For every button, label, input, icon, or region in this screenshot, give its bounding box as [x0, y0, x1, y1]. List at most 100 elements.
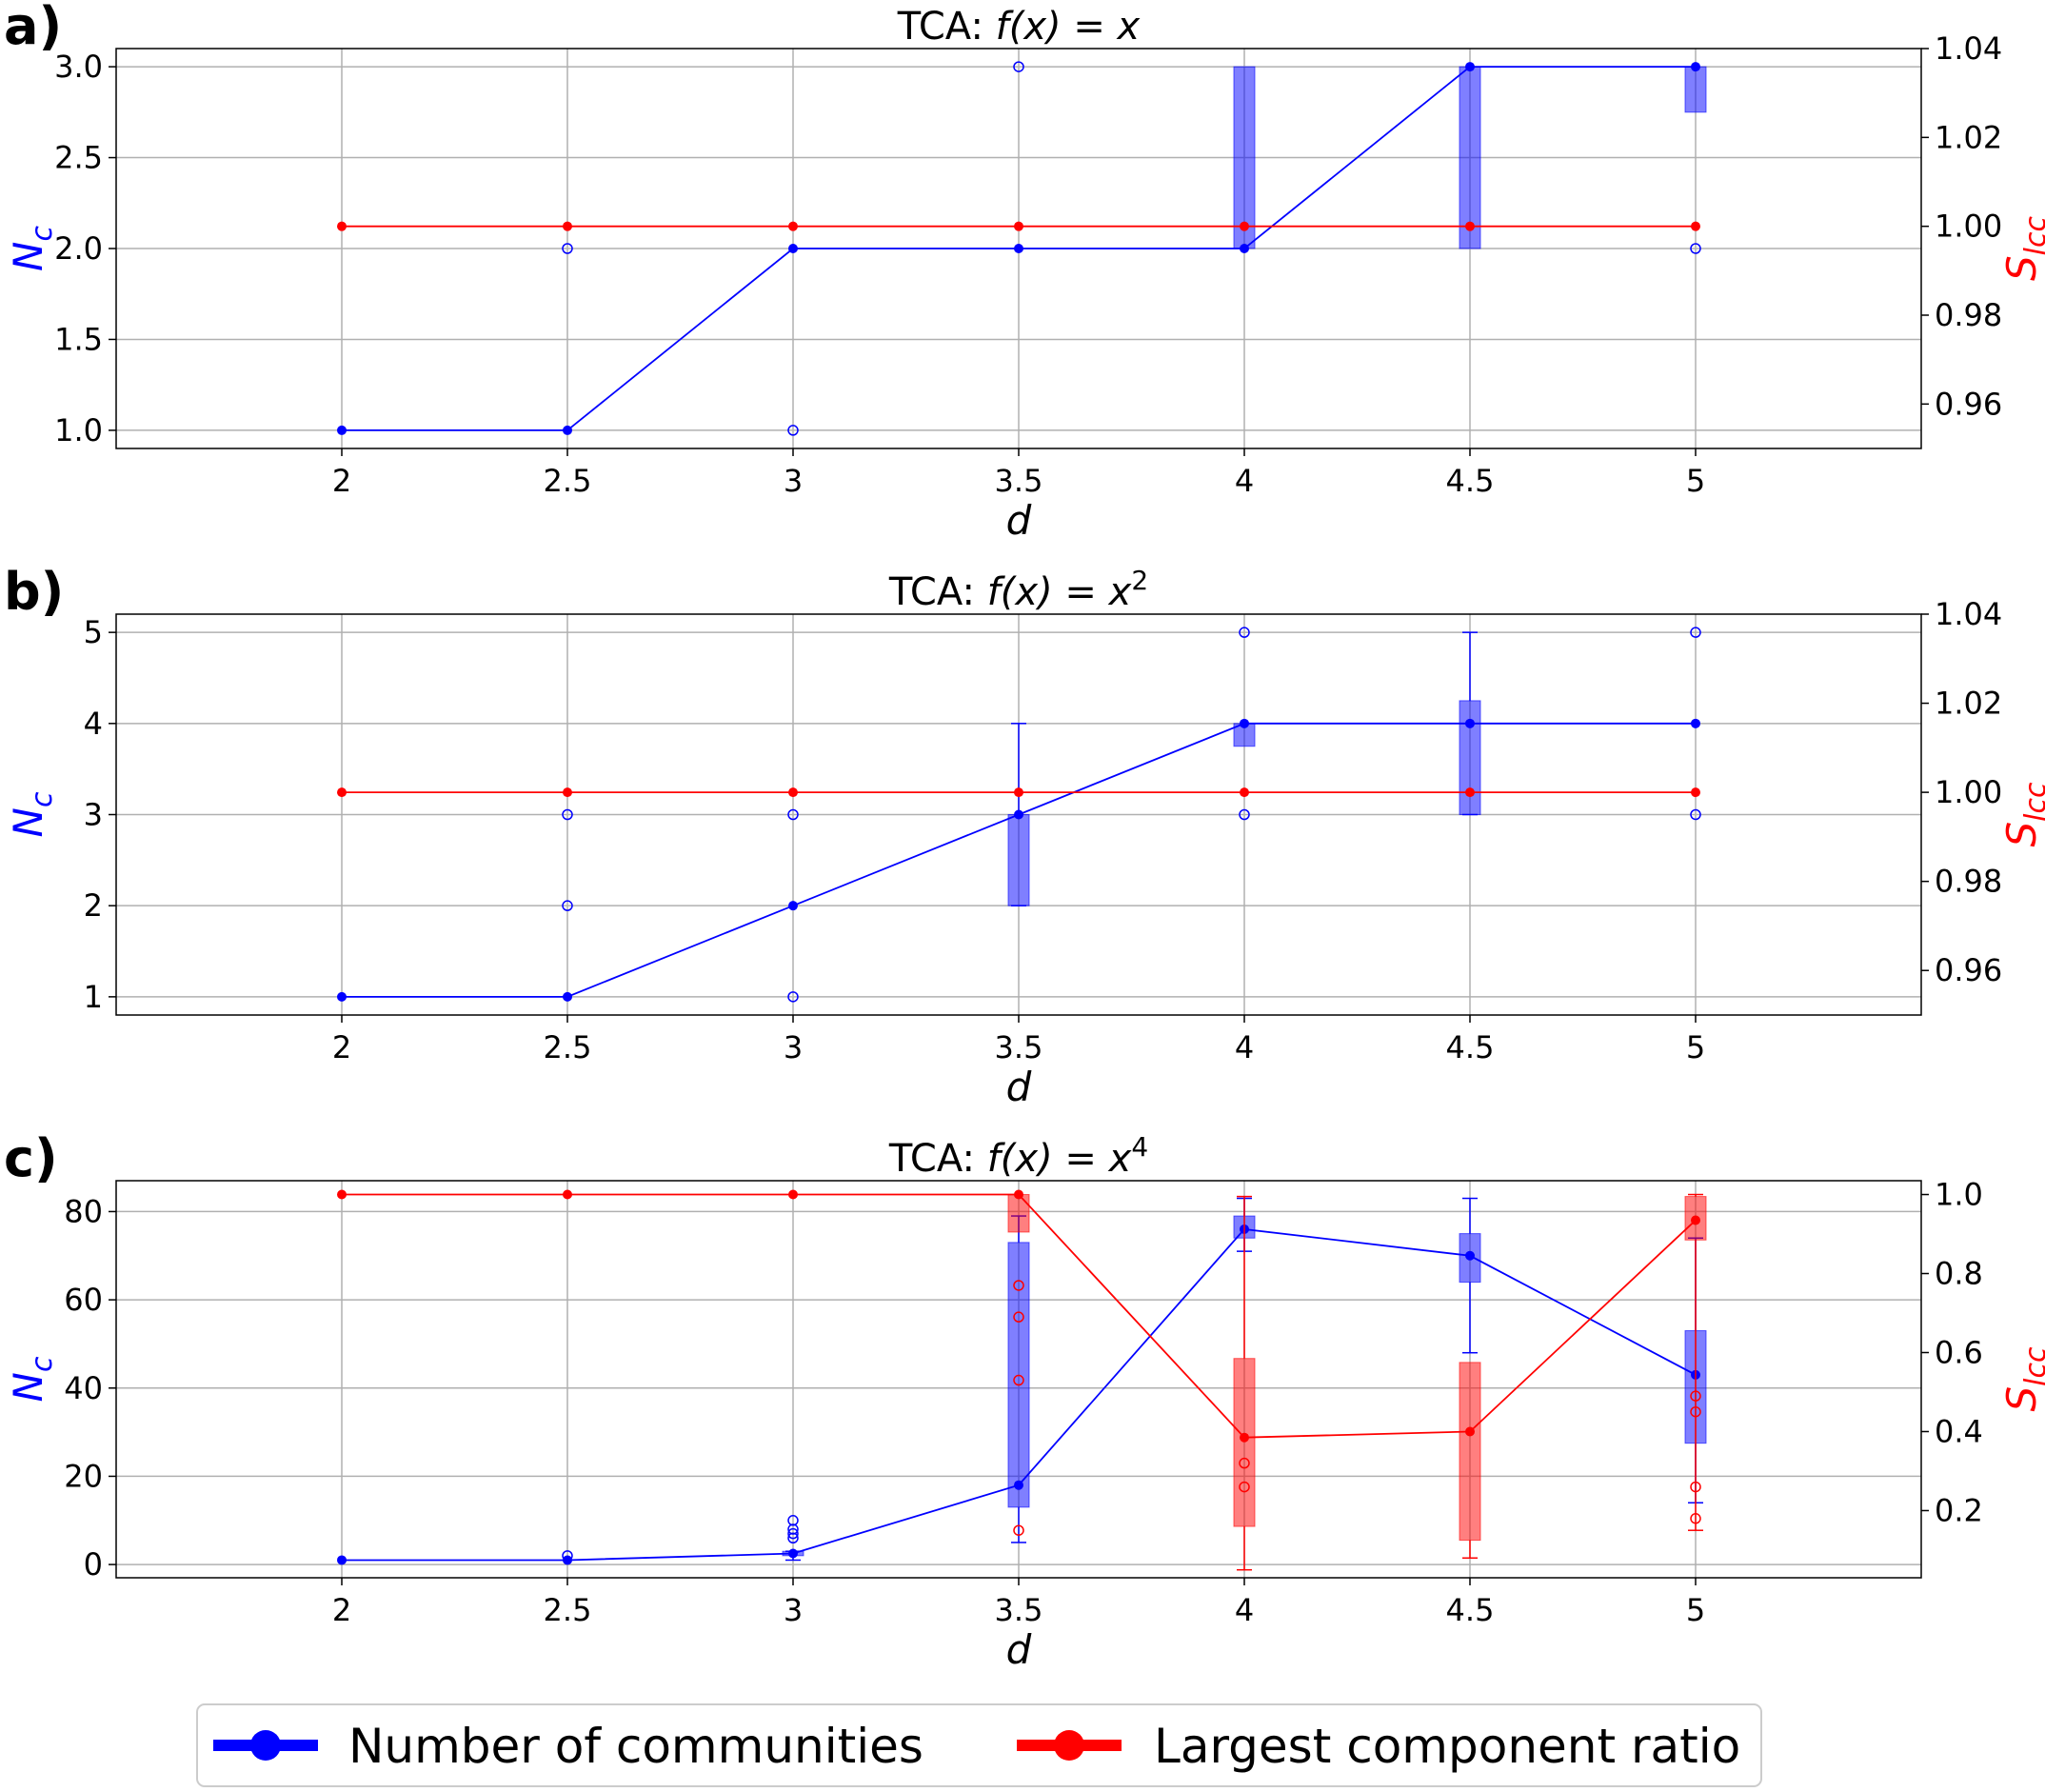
data-point — [1465, 1426, 1475, 1437]
data-point — [1465, 62, 1475, 72]
y2-tick-label: 0.98 — [1935, 297, 2002, 333]
y2-tick-label: 0.96 — [1935, 952, 2002, 988]
y-axis-label: Nc — [5, 791, 59, 837]
data-point — [1240, 787, 1249, 798]
data-point — [1691, 1215, 1700, 1225]
plot-frame — [115, 1180, 1922, 1579]
x-tick-label: 5 — [1686, 463, 1705, 499]
plot-frame — [115, 613, 1922, 1016]
data-point — [1014, 221, 1023, 231]
y2-tick-label: 0.2 — [1935, 1492, 1983, 1528]
x-axis-label: d — [1006, 1626, 1032, 1673]
x-tick-label: 2 — [332, 1029, 351, 1065]
x-tick-label: 2.5 — [544, 1029, 592, 1065]
y2-axis-label: Slcc — [1998, 782, 2045, 847]
chart-title: TCA: f(x) = x — [897, 5, 1141, 49]
box — [1684, 66, 1707, 113]
y2-axis-label: Slcc — [1998, 1346, 2045, 1412]
data-point — [337, 425, 347, 435]
data-point — [1014, 1189, 1023, 1200]
box — [1007, 814, 1030, 906]
outlier-point — [1239, 808, 1250, 821]
y-tick-label: 20 — [64, 1458, 103, 1494]
box — [1459, 700, 1481, 815]
data-point — [1240, 718, 1249, 728]
y-axis-label: Nc — [5, 226, 59, 271]
data-point — [1465, 1250, 1475, 1261]
outlier-point — [1690, 808, 1701, 821]
y2-tick-label: 0.6 — [1935, 1334, 1983, 1370]
legend: Number of communities Largest component … — [196, 1703, 1762, 1787]
data-point — [563, 991, 572, 1002]
data-point — [337, 1555, 347, 1565]
x-axis-label: d — [1006, 497, 1032, 544]
outlier-point — [1690, 1513, 1701, 1524]
y2-tick-label: 0.4 — [1935, 1413, 1983, 1449]
y-tick-label: 3 — [84, 797, 103, 833]
data-point — [1691, 221, 1700, 231]
data-point — [1691, 62, 1700, 72]
y2-axis-label: Slcc — [1998, 215, 2045, 281]
box — [1007, 1194, 1030, 1233]
data-point — [788, 221, 798, 231]
data-point — [1014, 787, 1023, 798]
outlier-point — [1013, 1374, 1024, 1386]
y2-tick-label: 1.02 — [1935, 686, 2002, 722]
legend-blue-label: Number of communities — [348, 1719, 923, 1774]
series-number-of-communities — [337, 1197, 1707, 1565]
x-tick-label: 4 — [1235, 1592, 1254, 1628]
data-point — [563, 221, 572, 231]
data-point — [1691, 718, 1700, 728]
data-point — [1465, 221, 1475, 231]
x-tick-label: 3 — [784, 1029, 803, 1065]
outlier-point — [787, 1527, 799, 1540]
data-point — [337, 991, 347, 1002]
x-tick-label: 3.5 — [995, 1592, 1043, 1628]
x-tick-label: 3 — [784, 463, 803, 499]
data-point — [337, 1189, 347, 1200]
y-tick-label: 3.0 — [54, 49, 103, 85]
outlier-point — [1013, 1311, 1024, 1323]
panel-label: c) — [4, 1128, 58, 1188]
data-point — [563, 787, 572, 798]
y-tick-label: 80 — [64, 1193, 103, 1229]
x-tick-label: 3 — [784, 1592, 803, 1628]
y-tick-label: 2.0 — [54, 230, 103, 267]
data-point — [1691, 787, 1700, 798]
x-tick-label: 4.5 — [1446, 1029, 1495, 1065]
data-point — [1465, 787, 1475, 798]
y-tick-label: 4 — [84, 706, 103, 742]
series-number-of-communities — [337, 61, 1707, 436]
chart-panel-2: b) TCA: f(x) = x2 2 2.5 3 3.5 4 4.5 5 1 2 3 4 5 0.96 0.… — [4, 562, 2045, 1110]
x-tick-label: 3.5 — [995, 463, 1043, 499]
x-tick-label: 2.5 — [544, 1592, 592, 1628]
data-point — [1240, 244, 1249, 253]
panel-label: b) — [4, 562, 64, 622]
y-tick-label: 2.5 — [54, 140, 103, 176]
y-tick-label: 1.0 — [54, 412, 103, 448]
legend-red-marker — [1054, 1730, 1084, 1761]
box — [1459, 1362, 1481, 1542]
data-point — [1014, 244, 1023, 253]
x-tick-label: 4 — [1235, 463, 1254, 499]
y2-tick-label: 1.0 — [1935, 1177, 1983, 1213]
y2-tick-label: 0.8 — [1935, 1256, 1983, 1292]
chart-panel-1: a) TCA: f(x) = x 2 2.5 3 3.5 4 4.5 5 1.0 1.5 2.0 2.5… — [4, 0, 2045, 544]
outlier-point — [1239, 627, 1250, 638]
outlier-point — [1013, 61, 1024, 72]
x-tick-label: 4.5 — [1446, 463, 1495, 499]
data-point — [1240, 1432, 1249, 1443]
data-point — [788, 787, 798, 798]
y2-tick-label: 1.00 — [1935, 209, 2002, 245]
outlier-point — [1239, 1457, 1250, 1469]
series-largest-component-ratio — [337, 221, 1700, 231]
y2-tick-label: 1.00 — [1935, 774, 2002, 810]
chart-panel-3: c) TCA: f(x) = x4 2 2.5 3 3.5 4 4.5 5 0 20 40 60 80 0.… — [4, 1128, 2045, 1673]
x-tick-label: 2.5 — [544, 463, 592, 499]
data-point — [1465, 718, 1475, 728]
outlier-point — [1239, 1481, 1250, 1493]
legend-blue-marker — [250, 1730, 281, 1761]
plot-frame — [115, 48, 1922, 449]
legend-frame — [196, 1703, 1762, 1787]
x-axis-label: d — [1006, 1064, 1032, 1110]
